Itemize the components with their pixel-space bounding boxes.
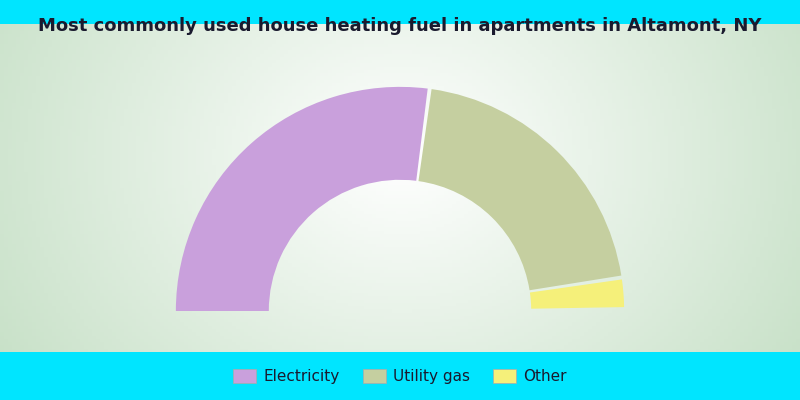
Wedge shape [418,89,622,290]
Wedge shape [530,280,624,309]
Wedge shape [176,87,428,311]
Text: Most commonly used house heating fuel in apartments in Altamont, NY: Most commonly used house heating fuel in… [38,17,762,35]
Legend: Electricity, Utility gas, Other: Electricity, Utility gas, Other [226,363,574,390]
